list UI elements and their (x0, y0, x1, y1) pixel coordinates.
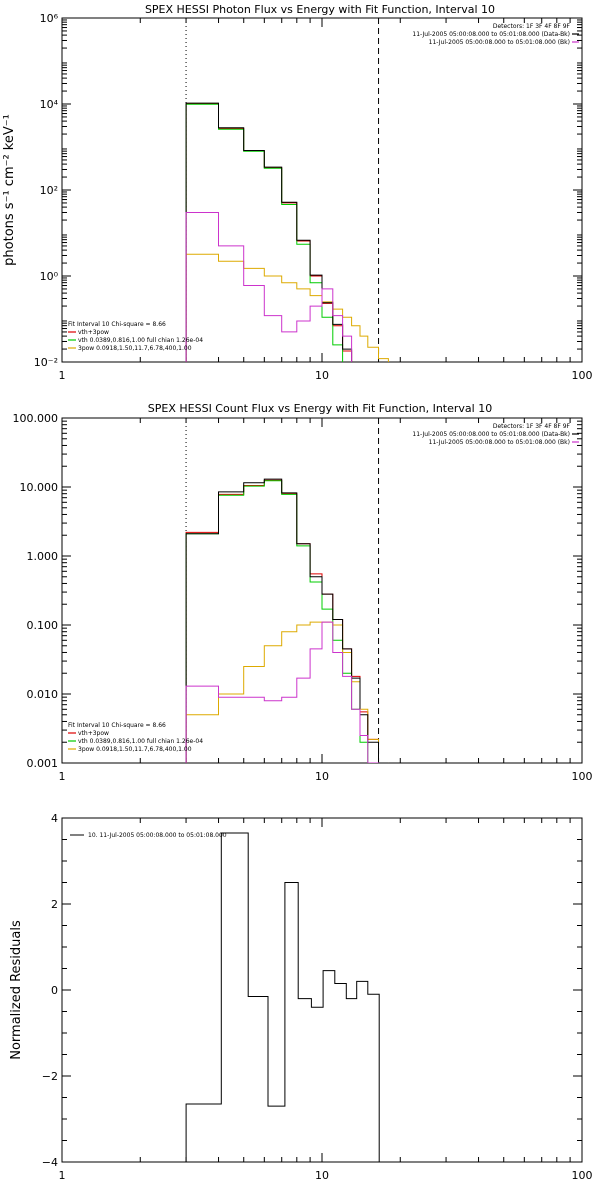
photon-y-tick-label: 10⁻² (34, 356, 58, 369)
count-legend-bl-entry: vth 0.0389,0.816,1.00 full chian 1.26e-0… (78, 738, 203, 745)
residual-series-group (185, 832, 380, 1162)
photon-legend-bl-entry: vth+3pow (78, 329, 109, 336)
photon-legend-tr-entry: 11-Jul-2005 05:00:08.000 to 05:01:08.000… (412, 31, 570, 38)
count-legend-tr-entry: 11-Jul-2005 05:00:08.000 to 05:01:08.000… (429, 439, 570, 446)
count-y-tick-label: 100.000 (13, 412, 59, 425)
count-x-tick-label: 1 (59, 770, 66, 783)
photon-y-tick-label: 10⁴ (40, 98, 59, 111)
photon-flux-y-label: photons s⁻¹ cm⁻² keV⁻¹ (2, 114, 17, 266)
photon-y-tick-label: 10² (40, 184, 58, 197)
residual-y-tick-label: 2 (51, 898, 58, 911)
photon-y-tick-label: 10⁰ (40, 270, 59, 283)
count-x-tick-label: 10 (315, 770, 329, 783)
photon-flux-title: SPEX HESSI Photon Flux vs Energy with Fi… (145, 3, 495, 16)
photon-legend-bl-entry: 3pow 0.0918,1.50,11.7,6.78,400,1.00 (78, 345, 192, 352)
count-y-tick-label: 0.001 (27, 757, 59, 770)
residual-legend-tl-entry: 10. 11-Jul-2005 05:00:08.000 to 05:01:08… (88, 832, 227, 839)
residual-x-tick-label: 1 (59, 1169, 66, 1182)
residual-y-tick-label: −2 (42, 1070, 58, 1083)
count-y-tick-label: 0.010 (27, 688, 59, 701)
photon-legend-bl-entry: vth 0.0389,0.816,1.00 full chian 1.26e-0… (78, 337, 203, 344)
count-series-group (185, 478, 389, 763)
residual-y-tick-label: −4 (42, 1156, 58, 1169)
residual-x-tick-label: 10 (315, 1169, 329, 1182)
count-series-bk (185, 621, 379, 763)
photon-series-bk (185, 212, 353, 362)
count-legend-tr-entry: 11-Jul-2005 05:00:08.000 to 05:01:08.000… (412, 431, 570, 438)
count-legend-bl-entry: Fit Interval 10 Chi-square = 8.66 (68, 722, 166, 729)
residual-x-tick-label: 100 (572, 1169, 593, 1182)
photon-flux-plot: 1 10 100 10⁻² 10⁰ 10² 10⁴ 10⁶ Detectors: 1F 3F 4… (34, 12, 593, 382)
photon-series-data-bk (185, 102, 353, 362)
count-flux-panel: SPEX HESSI Count Flux vs Energy with Fit… (13, 402, 593, 783)
photon-legend-bl-entry: Fit Interval 10 Chi-square = 8.66 (68, 321, 166, 328)
count-legend-bl-entry: 3pow 0.0918,1.50,11.7,6.78,400,1.00 (78, 746, 192, 753)
photon-x-tick-label: 100 (572, 369, 593, 382)
residuals-y-label: Normalized Residuals (9, 920, 24, 1060)
count-flux-title: SPEX HESSI Count Flux vs Energy with Fit… (148, 402, 492, 415)
count-legend-tr-entry: Detectors: 1F 3F 4F 8F 9F (493, 423, 571, 430)
photon-legend-tr-entry: 11-Jul-2005 05:00:08.000 to 05:01:08.000… (429, 39, 570, 46)
count-y-tick-label: 1.000 (27, 550, 59, 563)
photon-flux-panel: SPEX HESSI Photon Flux vs Energy with Fi… (2, 3, 593, 382)
photon-y-tick-label: 10⁶ (40, 12, 59, 25)
photon-legend-tr-entry: Detectors: 1F 3F 4F 8F 9F (493, 23, 571, 30)
count-legend-bl-entry: vth+3pow (78, 730, 109, 737)
count-series-data-bk (185, 478, 389, 763)
count-x-tick-label: 100 (572, 770, 593, 783)
count-y-tick-label: 10.000 (20, 481, 59, 494)
photon-x-tick-label: 10 (315, 369, 329, 382)
photon-series-group (185, 102, 389, 362)
count-y-tick-label: 0.100 (27, 619, 59, 632)
residual-series-residuals (185, 832, 380, 1162)
residual-y-tick-label: 0 (51, 984, 58, 997)
photon-x-tick-label: 1 (59, 369, 66, 382)
residuals-panel: Normalized Residuals 1 10 100 −4 −2 0 2 4 10. 11… (9, 812, 593, 1182)
residuals-plot: 1 10 100 −4 −2 0 2 4 10. 11-Jul-2005 05:00:08.00… (42, 812, 593, 1182)
residual-y-tick-label: 4 (51, 812, 58, 825)
count-flux-plot: 1 10 100 0.001 0.010 0.100 1.000 10.000 100.000 D… (13, 412, 593, 783)
